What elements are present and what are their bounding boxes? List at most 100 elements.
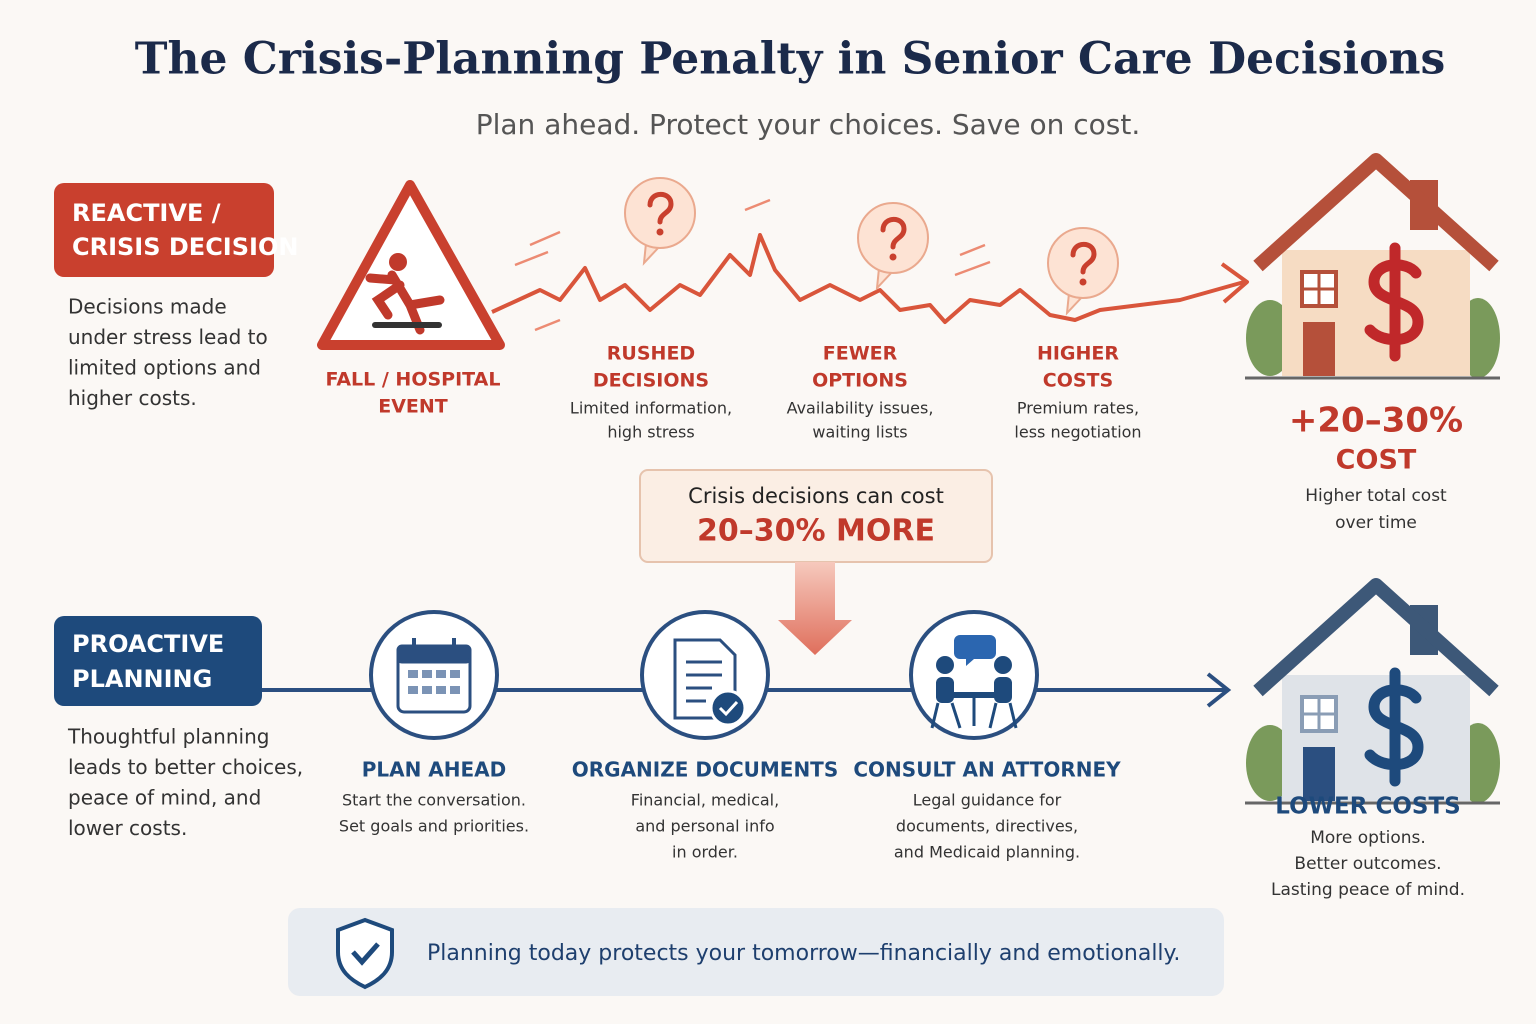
step-title: DECISIONS [593,370,709,392]
step-description: Premium rates, [1017,399,1139,418]
reactive-description: Decisions made [68,295,227,319]
question-dot [889,253,897,261]
door [1303,747,1335,801]
callout-highlight: 20–30% MORE [697,514,935,549]
callout-text: Crisis decisions can cost [688,484,944,508]
outcome-label: COST [1336,445,1417,476]
icon-part [514,250,549,267]
step-description: Limited information, [570,399,732,418]
reactive-badge [54,183,274,277]
icon-part [408,686,418,694]
step-description: less negotiation [1014,423,1141,442]
icon-part [936,656,1012,703]
proactive-description: leads to better choices, [68,755,303,779]
step-icons [369,610,1039,740]
icon-part [336,917,394,990]
icon-part [709,689,747,727]
icon-part [317,180,505,350]
icon-part [930,702,940,729]
icon-part [389,253,407,271]
step-description: in order. [672,843,738,862]
question-mark [1070,241,1097,275]
subtitle: Plan ahead. Protect your choices. Save o… [476,108,1141,141]
roof [1253,153,1499,272]
outcome-description: Better outcomes. [1294,854,1441,874]
outcome-description: More options. [1310,828,1426,848]
step-description: waiting lists [812,423,907,442]
icon-part [994,677,1012,703]
icon-part [396,644,472,664]
icon-part [408,670,460,694]
step-title: EVENT [378,396,448,418]
icon-part [930,698,1018,729]
icon-part [1008,702,1018,729]
icon-part [909,610,1039,740]
step-description: Financial, medical, [631,791,779,810]
icon-part [408,670,418,678]
proactive-label: PLANNING [72,665,212,693]
icon-part [422,686,432,694]
step-title: OPTIONS [812,370,908,392]
step-description: Legal guidance for [913,791,1062,810]
outcome-label: LOWER COSTS [1275,794,1460,820]
icon-part [436,670,446,678]
reactive-description: higher costs. [68,386,197,410]
proactive-description: lower costs. [68,816,187,840]
proactive-badge [54,616,262,706]
icon-part [718,700,739,717]
icon-part [936,677,954,703]
question-dot [656,228,664,236]
bubble [624,177,696,249]
icon-part [372,322,442,328]
window-bar [1302,697,1336,731]
outcome-value: +20–30% [1289,401,1463,441]
icon-part [744,198,771,212]
step-title: CONSULT AN ATTORNEY [853,758,1121,782]
step-title: PLAN AHEAD [362,758,507,782]
question-mark [647,191,674,225]
reactive-description: under stress lead to [68,325,268,349]
outcome-description: Higher total cost [1305,486,1447,506]
warning-icon [317,180,505,350]
icon-part [994,656,1012,674]
icon-part [954,260,991,277]
reactive-label: REACTIVE / [72,199,221,227]
outcome-description: Lasting peace of mind. [1271,880,1465,900]
icon-part [450,686,460,694]
step-title: RUSHED [607,343,695,365]
icon-part [491,233,1245,324]
step-description: documents, directives, [896,817,1078,836]
bubble [857,202,929,274]
icon-part [686,660,722,703]
reactive-label: CRISIS DECISION [72,233,298,261]
callout-arrow [778,562,852,655]
crisis-trend [491,198,1249,332]
icon-part [988,702,998,729]
dollar-sign [1364,242,1424,362]
icon-part [351,942,380,966]
question-mark [880,216,907,250]
icon-part [1220,262,1249,304]
icon-part [514,198,991,332]
icon-part [959,243,986,257]
step-description: Availability issues, [787,399,934,418]
step-title: HIGHER [1037,343,1119,365]
icon-part [450,670,460,678]
step-title: COSTS [1043,370,1113,392]
step-description: Start the conversation. [342,791,526,810]
window-bar [1302,272,1336,306]
step-description: Set goals and priorities. [339,817,529,836]
proactive-description: Thoughtful planning [67,725,269,749]
icon-part [936,656,954,674]
roof [1253,578,1499,697]
icon-part [950,692,998,698]
step-description: and personal info [635,817,774,836]
icon-part [365,270,445,335]
footer-box [288,908,1224,996]
houses [1245,153,1500,805]
reactive-description: limited options and [68,356,261,380]
texts: The Crisis-Planning Penalty in Senior Ca… [67,34,1465,967]
step-description: high stress [607,423,694,442]
door [1303,322,1335,376]
